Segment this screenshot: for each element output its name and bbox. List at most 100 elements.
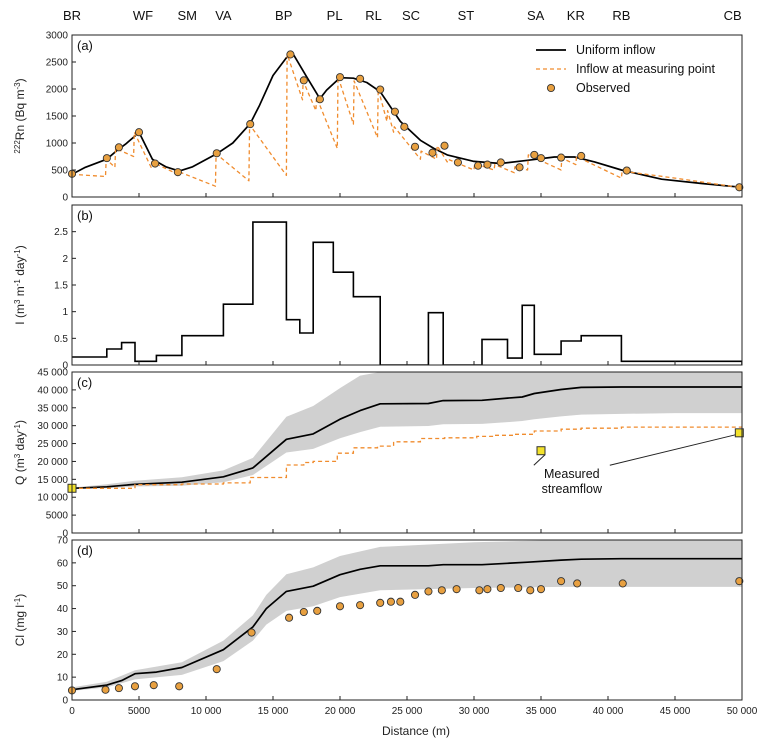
panel-a-radon: 0 500 1000 1500 2000 2500 3000 (a) 222Rn (Bq m-3… [13, 31, 744, 204]
y-axis-label-text: day [13, 431, 27, 454]
observed-point [735, 183, 744, 192]
y-tick-label: 30 000 [37, 421, 68, 432]
y-tick-label: 0 [62, 361, 68, 372]
panel-frame [71, 34, 743, 198]
site-label-st: ST [458, 8, 475, 23]
y-tick-label: 50 [57, 581, 69, 592]
y-axis-label-text: Rn (Bq m [13, 90, 27, 141]
y-tick-label: 5000 [46, 511, 69, 522]
legend: Uniform inflow Inflow at measuring point O… [536, 43, 715, 95]
y-tick-label: 40 000 [37, 385, 68, 396]
y-axis-label-text: ) [13, 245, 27, 249]
y-tick-label: 2.5 [54, 227, 68, 238]
y-axis-label-text: m [13, 286, 27, 299]
observed-point [475, 586, 484, 595]
x-tick-label: 45 000 [660, 706, 691, 717]
y-tick-label: 2500 [46, 58, 69, 69]
observed-point [313, 606, 322, 615]
x-tick-label: 15 000 [258, 706, 289, 717]
y-axis-label-text: ) [13, 420, 27, 424]
x-tick-label: 10 000 [191, 706, 222, 717]
y-tick-label: 40 [57, 604, 69, 615]
observed-point [134, 128, 144, 137]
legend-label-measuring: Inflow at measuring point [576, 62, 715, 76]
observed-point [483, 585, 492, 594]
panel-c-streamflow: 0 5000 10 000 15 000 20 000 25 000 30 000 35 00… [13, 368, 744, 540]
observed-point [356, 601, 365, 610]
series-inflow-at-measuring-point [72, 53, 742, 189]
series-inflow-step [72, 221, 742, 365]
observed-point [440, 141, 449, 150]
y-axis-label-superscript: -3 [13, 82, 22, 90]
panel-frame [71, 204, 743, 366]
site-label-kr: KR [567, 8, 585, 23]
y-tick-label: 15 000 [37, 475, 68, 486]
series-modelled-cl [72, 557, 742, 691]
y-axis-label-superscript: 3 [13, 453, 22, 458]
site-label-pl: PL [327, 8, 343, 23]
site-label-sc: SC [402, 8, 420, 23]
observed-point [514, 583, 523, 593]
panel-b-inflow: 00.511.522.5(b)I (m3 m-1 day-1) [13, 204, 743, 372]
x-tick-label: 0 [69, 706, 75, 717]
observed-point [573, 579, 582, 588]
observed-point [410, 142, 420, 151]
annotation-line2: streamflow [542, 482, 603, 496]
observed-point [376, 598, 385, 607]
observed-point [376, 85, 385, 94]
observed-point [114, 143, 123, 152]
observed-point [246, 120, 255, 129]
observed-point [315, 95, 324, 104]
observed-point [390, 107, 399, 116]
measured-streamflow-point [536, 446, 546, 456]
site-label-cb: CB [724, 8, 742, 23]
y-tick-label: 1 [62, 307, 68, 318]
y-tick-label: 500 [51, 166, 68, 177]
observed-point [175, 682, 184, 691]
y-tick-label: 1.5 [54, 281, 68, 292]
panel-label: (d) [77, 543, 93, 558]
y-axis-label-superscript: 3 [13, 299, 22, 304]
observed-point [526, 586, 535, 595]
y-tick-label: 3000 [46, 31, 69, 42]
panel-label: (a) [77, 38, 93, 53]
annotation-leader [533, 454, 546, 466]
observed-point [101, 685, 110, 694]
y-tick-label: 2 [62, 254, 68, 265]
observed-point [437, 586, 446, 595]
site-label-sm: SM [177, 8, 197, 23]
site-label-sa: SA [527, 8, 545, 23]
y-tick-label: 0 [62, 696, 68, 707]
y-tick-label: 30 [57, 627, 69, 638]
panel-label: (c) [77, 375, 92, 390]
y-axis-label-superscript: -1 [13, 279, 22, 287]
observed-point [530, 150, 539, 159]
observed-point [473, 161, 483, 170]
observed-point [428, 148, 437, 157]
y-tick-label: 70 [57, 536, 69, 547]
observed-point [496, 158, 505, 167]
plot-area [72, 372, 742, 490]
observed-point [212, 665, 221, 674]
observed-point [299, 76, 308, 85]
observed-point [386, 597, 395, 606]
y-tick-label: 10 [57, 673, 69, 684]
observed-point [536, 154, 546, 163]
observed-point [515, 163, 524, 172]
y-tick-label: 0 [62, 529, 68, 540]
plot-area [72, 221, 742, 365]
uncertainty-band [72, 372, 742, 489]
y-axis-label: Q (m3 day-1) [13, 420, 27, 485]
observed-point [299, 607, 308, 617]
y-axis-label-superscript: -1 [13, 423, 22, 431]
y-axis-label-text: I (m [13, 304, 27, 325]
legend-swatch-observed [546, 83, 556, 93]
observed-point [173, 168, 182, 177]
observed-point [400, 122, 409, 131]
y-axis-label-superscript: -1 [13, 249, 22, 257]
site-label-va: VA [215, 8, 232, 23]
y-axis-label-text: ) [13, 78, 27, 82]
observed-point [102, 154, 111, 163]
site-label-bp: BP [275, 8, 292, 23]
